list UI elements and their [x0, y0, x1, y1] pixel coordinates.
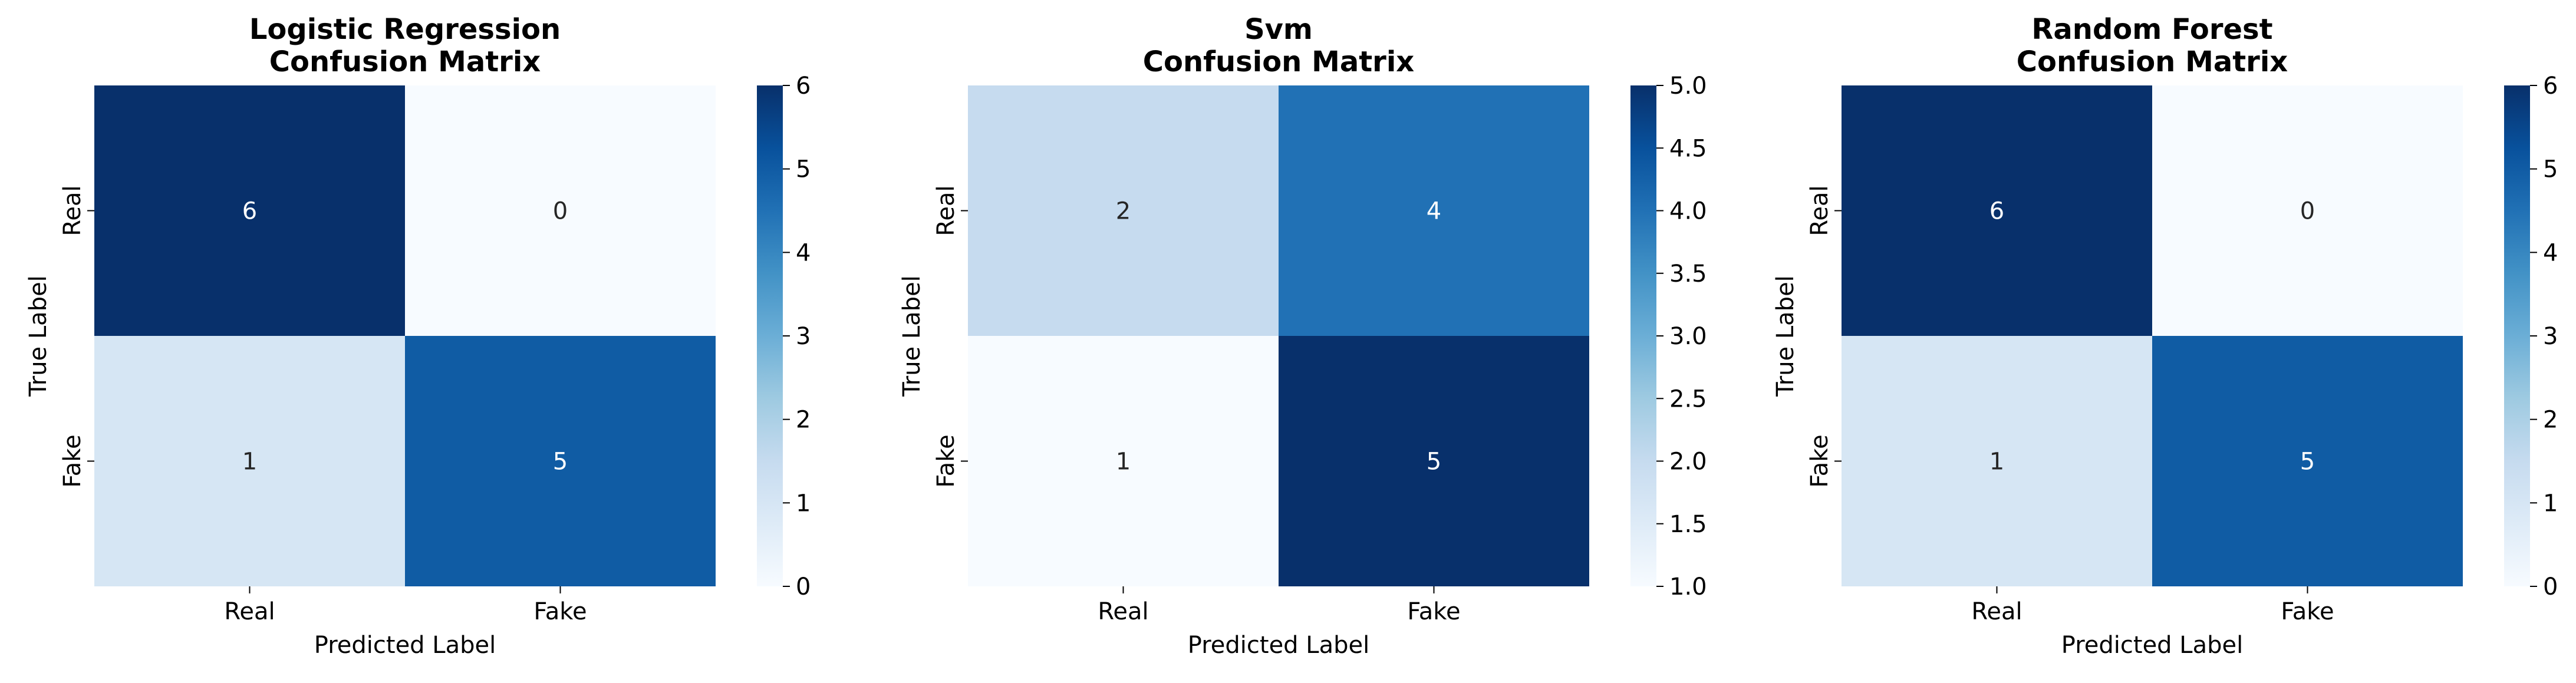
heatmap-cell: [94, 85, 405, 336]
colorbar-tick-label: 4: [2543, 239, 2558, 266]
heatmap-cell: [1842, 85, 2152, 336]
chart-title-line-1: Svm: [1244, 13, 1313, 46]
colorbar-tick-label: 1: [796, 490, 811, 517]
cell-value-label: 1: [1989, 448, 2004, 476]
colorbar-tick-label: 2: [2543, 407, 2558, 434]
colorbar-tick-label: 1.0: [1669, 573, 1707, 600]
x-tick-label: Real: [224, 598, 275, 625]
colorbar-tick-label: 0: [796, 573, 811, 600]
y-axis-label: True Label: [898, 275, 925, 397]
colorbar: [1630, 85, 1656, 586]
x-tick-label: Real: [1098, 598, 1148, 625]
colorbar-tick-label: 3: [796, 323, 811, 350]
y-tick-label: Real: [933, 185, 960, 236]
y-tick-label: Fake: [59, 434, 86, 487]
colorbar-tick-label: 5.0: [1669, 72, 1707, 100]
chart-title-line-2: Confusion Matrix: [2017, 45, 2288, 78]
chart-title-line-2: Confusion Matrix: [269, 45, 541, 78]
chart-title-line-1: Logistic Regression: [249, 13, 561, 46]
chart-title-line-1: Random Forest: [2031, 13, 2272, 46]
cell-value-label: 5: [2300, 448, 2315, 476]
heatmap-cell: [2152, 336, 2463, 586]
heatmap-cell: [1842, 336, 2152, 586]
heatmap-cell: [405, 336, 716, 586]
colorbar-tick-label: 5: [796, 156, 811, 183]
y-tick-label: Fake: [933, 434, 960, 487]
colorbar-tick-label: 2.0: [1669, 448, 1707, 476]
heatmap-cell: [2152, 85, 2463, 336]
cell-value-label: 1: [1116, 448, 1131, 476]
colorbar-tick-label: 3.5: [1669, 260, 1707, 288]
x-tick-label: Fake: [533, 598, 587, 625]
colorbar-tick-label: 0: [2543, 573, 2558, 600]
y-axis-label: True Label: [25, 275, 52, 397]
colorbar-tick-label: 1.5: [1669, 511, 1707, 538]
cell-value-label: 6: [242, 198, 257, 225]
cell-value-label: 0: [2300, 198, 2315, 225]
colorbar-tick-label: 4.5: [1669, 135, 1707, 162]
x-tick-label: Fake: [1407, 598, 1460, 625]
cell-value-label: 4: [1427, 198, 1441, 225]
y-tick-label: Real: [1806, 185, 1833, 236]
colorbar-tick-label: 5: [2543, 156, 2558, 183]
colorbar-tick-label: 6: [2543, 72, 2558, 100]
cell-value-label: 6: [1989, 198, 2004, 225]
cell-value-label: 1: [242, 448, 257, 476]
heatmap-cell: [1279, 85, 1589, 336]
colorbar-tick-label: 4.0: [1669, 198, 1707, 225]
heatmap-cell: [968, 336, 1279, 586]
x-axis-label: Predicted Label: [2061, 632, 2243, 659]
colorbar-tick-label: 2.5: [1669, 385, 1707, 413]
colorbar-tick-label: 3: [2543, 323, 2558, 350]
heatmap-cell: [405, 85, 716, 336]
colorbar: [2504, 85, 2530, 586]
colorbar: [757, 85, 783, 586]
colorbar-tick-label: 1: [2543, 490, 2558, 517]
chart-title-line-2: Confusion Matrix: [1143, 45, 1415, 78]
cell-value-label: 0: [553, 198, 568, 225]
y-axis-label: True Label: [1772, 275, 1799, 397]
colorbar-tick-label: 3.0: [1669, 323, 1707, 350]
cell-value-label: 2: [1116, 198, 1131, 225]
y-tick-label: Real: [59, 185, 86, 236]
cell-value-label: 5: [1427, 448, 1441, 476]
colorbar-tick-label: 2: [796, 407, 811, 434]
heatmap-cell: [94, 336, 405, 586]
heatmap-cell: [1279, 336, 1589, 586]
y-tick-label: Fake: [1806, 434, 1833, 487]
x-tick-label: Fake: [2281, 598, 2334, 625]
x-axis-label: Predicted Label: [314, 632, 496, 659]
heatmap-cell: [968, 85, 1279, 336]
cell-value-label: 5: [553, 448, 568, 476]
x-axis-label: Predicted Label: [1188, 632, 1369, 659]
colorbar-tick-label: 4: [796, 239, 811, 266]
x-tick-label: Real: [1971, 598, 2022, 625]
colorbar-tick-label: 6: [796, 72, 811, 100]
